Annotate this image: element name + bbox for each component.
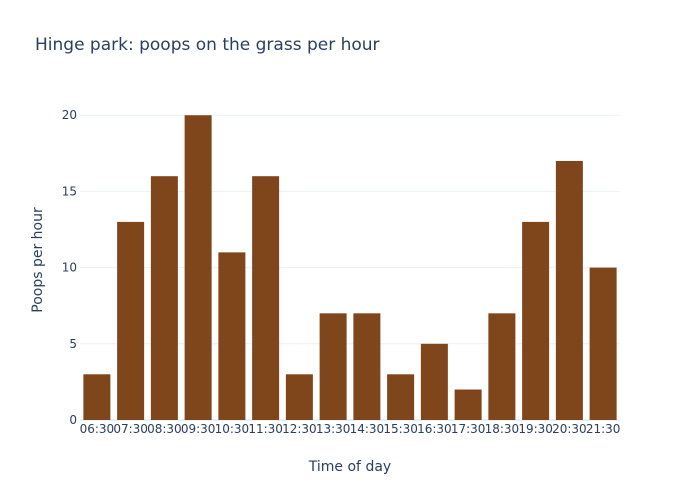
y-tick-label: 10 xyxy=(62,261,77,275)
x-tick-label: 09:30 xyxy=(181,422,216,436)
bar-1630 xyxy=(420,343,448,420)
bar-1530 xyxy=(387,374,415,420)
x-tick-label: 19:30 xyxy=(518,422,553,436)
bar-1730 xyxy=(454,389,482,420)
x-tick-label: 17:30 xyxy=(451,422,486,436)
x-tick-label: 20:30 xyxy=(552,422,587,436)
x-tick-label: 06:30 xyxy=(80,422,115,436)
bar-0930 xyxy=(184,115,212,420)
bar-1430 xyxy=(353,313,381,420)
x-tick-label: 13:30 xyxy=(316,422,351,436)
bar-1330 xyxy=(319,313,347,420)
chart-title: Hinge park: poops on the grass per hour xyxy=(35,35,380,55)
y-axis-title: Poops per hour xyxy=(30,207,46,313)
bars xyxy=(83,115,617,420)
y-tick-label: 15 xyxy=(62,184,77,198)
y-tick-label: 20 xyxy=(62,108,77,122)
x-axis-ticks: 06:30 07:30 08:30 09:30 10:30 11:30 12:30 13:30… xyxy=(80,422,621,436)
bar-1130 xyxy=(252,176,280,420)
bar-0630 xyxy=(83,374,111,420)
bar-1830 xyxy=(488,313,516,420)
y-tick-label: 0 xyxy=(69,413,77,427)
bar-0730 xyxy=(117,221,145,420)
x-tick-label: 10:30 xyxy=(215,422,250,436)
x-tick-label: 08:30 xyxy=(147,422,182,436)
bar-2030 xyxy=(555,160,583,420)
x-tick-label: 14:30 xyxy=(350,422,385,436)
bar-1930 xyxy=(522,221,550,420)
bar-0830 xyxy=(150,176,178,420)
y-axis-ticks: 0 5 10 15 20 xyxy=(62,108,77,427)
x-axis-title: Time of day xyxy=(308,459,391,475)
x-tick-label: 11:30 xyxy=(248,422,283,436)
x-tick-label: 16:30 xyxy=(417,422,452,436)
bar-1230 xyxy=(285,374,313,420)
x-tick-label: 18:30 xyxy=(485,422,520,436)
bar-1030 xyxy=(218,252,246,420)
x-tick-label: 07:30 xyxy=(113,422,148,436)
x-tick-label: 15:30 xyxy=(383,422,418,436)
x-tick-label: 21:30 xyxy=(586,422,621,436)
x-tick-label: 12:30 xyxy=(282,422,317,436)
bar-2130 xyxy=(589,267,617,420)
y-tick-label: 5 xyxy=(69,337,77,351)
